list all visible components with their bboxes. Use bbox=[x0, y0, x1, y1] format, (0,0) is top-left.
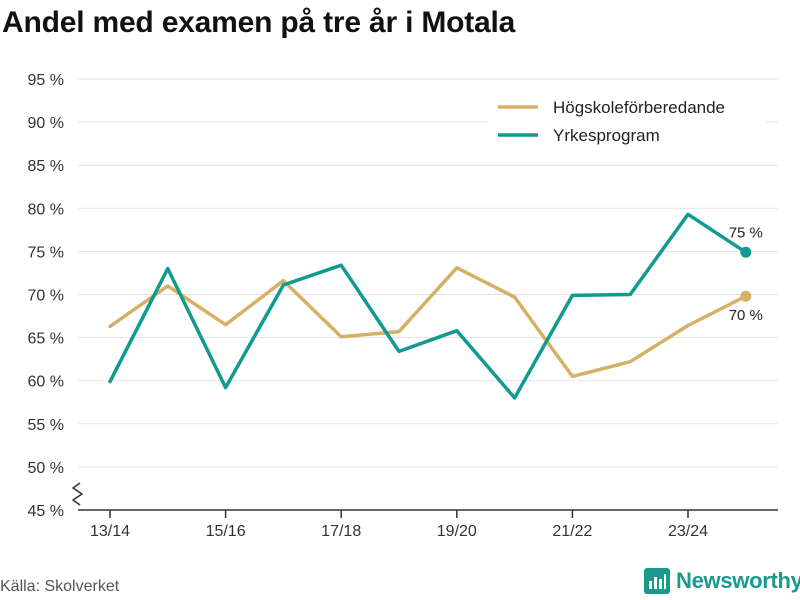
legend-label: Yrkesprogram bbox=[553, 126, 660, 145]
x-tick-label: 15/16 bbox=[206, 523, 246, 540]
newsworthy-logo-icon bbox=[644, 568, 670, 594]
y-tick-label: 75 % bbox=[28, 244, 64, 261]
y-tick-label: 50 % bbox=[28, 460, 64, 477]
legend: Högskoleförberedande Yrkesprogram bbox=[488, 92, 766, 150]
x-tick-label: 19/20 bbox=[437, 523, 477, 540]
source-note: Källa: Skolverket bbox=[0, 578, 120, 595]
axes: 45 % 50 % 55 % 60 % 65 % 70 % 75 % 80 % 85 % 90 %… bbox=[28, 72, 778, 540]
y-tick-label: 60 % bbox=[28, 374, 64, 391]
y-tick-label: 45 % bbox=[28, 503, 64, 520]
y-tick-label: 70 % bbox=[28, 288, 64, 305]
series-lines: 70 % 75 % bbox=[108, 212, 763, 400]
series-end-label: 75 % bbox=[729, 224, 763, 241]
series-end-point bbox=[740, 246, 752, 258]
y-tick-label: 95 % bbox=[28, 72, 64, 89]
axis-break-icon bbox=[72, 482, 83, 506]
series-end-label: 70 % bbox=[729, 307, 763, 324]
y-tick-label: 90 % bbox=[28, 115, 64, 132]
brand-name: Newsworthy bbox=[676, 568, 800, 593]
newsworthy-logo[interactable]: Newsworthy bbox=[644, 568, 800, 594]
legend-background bbox=[488, 92, 766, 150]
chart-title: Andel med examen på tre år i Motala bbox=[2, 6, 516, 39]
y-tick-label: 80 % bbox=[28, 201, 64, 218]
series-line bbox=[108, 212, 748, 400]
x-tick-label: 17/18 bbox=[321, 523, 361, 540]
y-tick-label: 85 % bbox=[28, 158, 64, 175]
y-tick-label: 55 % bbox=[28, 417, 64, 434]
x-tick-label: 23/24 bbox=[668, 523, 708, 540]
series-line bbox=[108, 266, 748, 379]
x-tick-label: 13/14 bbox=[90, 523, 130, 540]
legend-label: Högskoleförberedande bbox=[553, 98, 725, 117]
series-end-point bbox=[740, 290, 752, 302]
y-tick-label: 65 % bbox=[28, 331, 64, 348]
grid-lines bbox=[78, 78, 778, 468]
x-tick-label: 21/22 bbox=[552, 523, 592, 540]
